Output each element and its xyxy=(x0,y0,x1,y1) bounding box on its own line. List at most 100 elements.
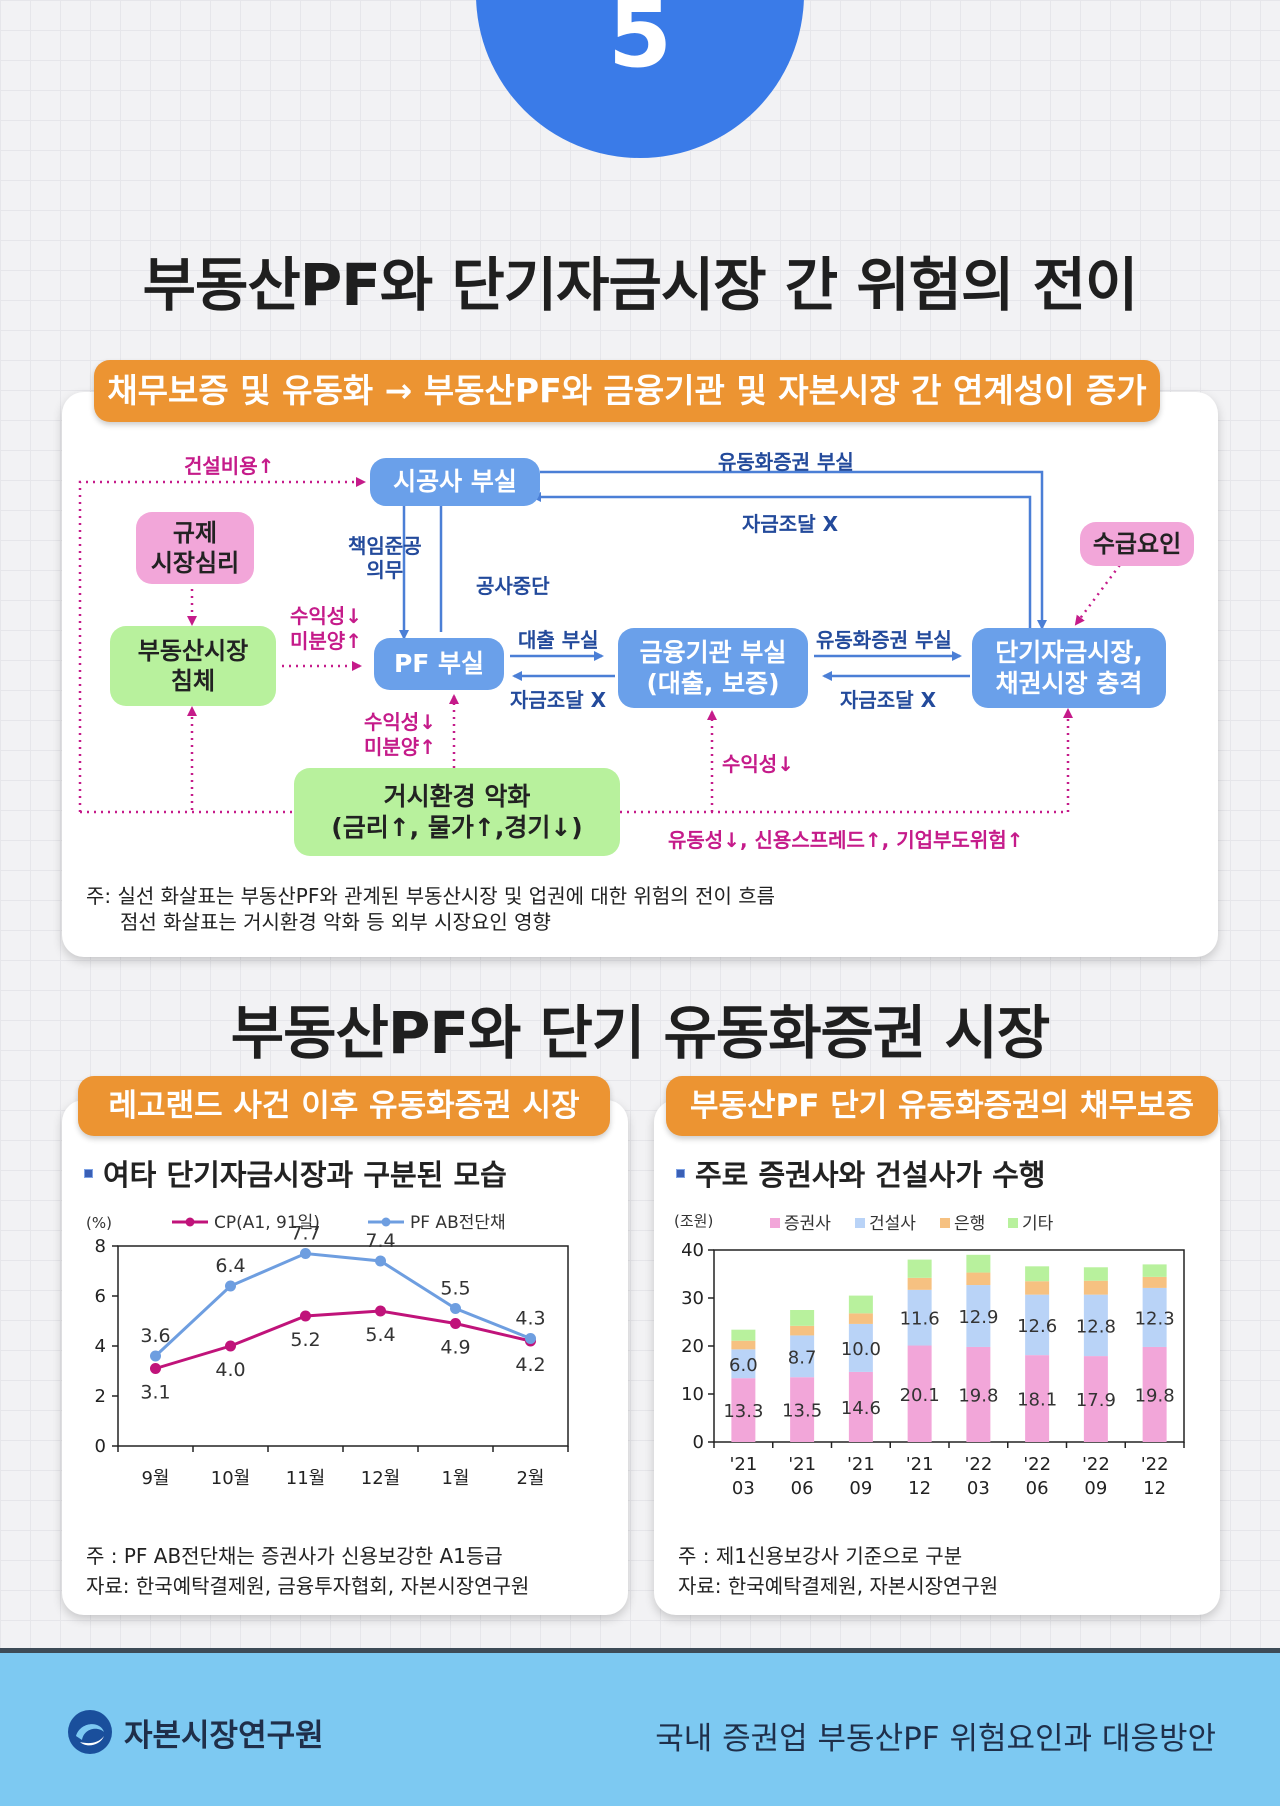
legend-swatch-1 xyxy=(855,1218,865,1228)
bar-data-label: 13.3 xyxy=(723,1401,763,1422)
data-point xyxy=(525,1333,536,1344)
y-tick-label: 20 xyxy=(681,1336,704,1357)
series-line-0 xyxy=(155,1309,531,1370)
bar-segment-0 xyxy=(907,1345,932,1442)
x-tick-label: 10월 xyxy=(211,1468,250,1489)
section2-title: 부동산PF와 단기 유동화증권 시장 xyxy=(230,999,1050,1067)
page-number-badge: 5 xyxy=(476,0,804,158)
diagram-arrows xyxy=(78,462,1130,814)
line-chart-banner: 레고랜드 사건 이후 유동화증권 시장 xyxy=(78,1076,610,1136)
bar-data-label: 12.6 xyxy=(1017,1316,1057,1337)
bar-segment-1 xyxy=(790,1335,815,1378)
page-number: 5 xyxy=(607,0,672,88)
bar-data-label: 11.6 xyxy=(900,1309,940,1330)
data-label: 3.1 xyxy=(140,1382,170,1404)
bar-segment-3 xyxy=(731,1329,756,1341)
data-label: 4.3 xyxy=(515,1308,545,1330)
y-tick-label: 0 xyxy=(693,1432,704,1453)
x-tick-label: '22 xyxy=(1141,1454,1169,1475)
box-macro: 거시환경 악화 (금리↑, 물가↑,경기↓) xyxy=(294,768,620,856)
bar-segment-3 xyxy=(1083,1267,1108,1281)
data-point xyxy=(225,1280,236,1292)
bar-segment-2 xyxy=(731,1340,756,1350)
bar-data-label: 8.7 xyxy=(788,1347,817,1368)
data-point xyxy=(450,1318,461,1329)
bar-chart-note-1: 주 : 제1신용보강사 기준으로 구분 xyxy=(678,1544,963,1568)
bar-segment-2 xyxy=(966,1272,991,1286)
section1-banner: 채무보증 및 유동화 → 부동산PF와 금융기관 및 자본시장 간 연계성이 증… xyxy=(94,360,1160,422)
y-tick-label: 8 xyxy=(95,1236,106,1257)
bar-segment-0 xyxy=(731,1378,756,1442)
label-funding-x-top: 자금조달 X xyxy=(742,512,838,536)
data-label: 4.2 xyxy=(515,1354,545,1376)
bar-segment-2 xyxy=(790,1325,815,1336)
data-label: 7.7 xyxy=(290,1223,320,1245)
data-point xyxy=(150,1350,161,1362)
x-tick-label: '21 xyxy=(847,1454,875,1475)
x-tick-label: 1월 xyxy=(441,1468,469,1489)
bar-segment-3 xyxy=(848,1295,873,1314)
arrow-builder-to-short xyxy=(540,470,1047,630)
x-tick-label: 09 xyxy=(849,1478,872,1499)
label-funding-x-mid: 자금조달 X xyxy=(510,688,606,712)
bar-segment-3 xyxy=(907,1259,932,1278)
data-point xyxy=(450,1303,461,1314)
diagram-card: 시공사 부실 규제 시장심리 부동산시장 침체 PF 부실 금융기관 부실 (대… xyxy=(62,392,1218,957)
bar-segment-2 xyxy=(848,1313,873,1324)
legend-swatch-3 xyxy=(1008,1218,1018,1228)
label-construction-cost: 건설비용↑ xyxy=(184,454,275,478)
bar-chart-ylabel: (조원) xyxy=(674,1212,713,1230)
line-chart-frame xyxy=(117,1245,569,1447)
bar-segment-2 xyxy=(1025,1281,1050,1295)
bar-data-label: 13.5 xyxy=(782,1401,822,1422)
y-tick-label: 10 xyxy=(681,1384,704,1405)
line-chart-note-2: 자료: 한국예탁결제원, 금융투자협회, 자본시장연구원 xyxy=(86,1574,530,1598)
legend-label-2: 은행 xyxy=(954,1214,985,1234)
bar-chart-card: 주로 증권사와 건설사가 수행 (조원) 증권사 건설사 은행 기타 0 10 20 30 40 '… xyxy=(654,1100,1220,1615)
x-tick-label: 12 xyxy=(1143,1478,1166,1499)
x-tick-label: 06 xyxy=(1026,1478,1049,1499)
x-tick-label: 9월 xyxy=(141,1468,169,1489)
bar-segment-1 xyxy=(966,1285,991,1347)
bar-chart-banner: 부동산PF 단기 유동화증권의 채무보증 xyxy=(666,1076,1218,1136)
bar-segment-2 xyxy=(1142,1276,1167,1288)
label-loan-default: 대출 부실 xyxy=(518,628,599,652)
bar-data-label: 12.3 xyxy=(1135,1308,1175,1329)
bar-segment-0 xyxy=(790,1377,815,1442)
legend-label-1: PF AB전단채 xyxy=(410,1213,506,1233)
data-label: 5.5 xyxy=(440,1278,470,1300)
x-tick-label: 11월 xyxy=(286,1468,325,1489)
bar-segment-1 xyxy=(1083,1294,1108,1357)
line-chart-ylabel: (%) xyxy=(86,1214,112,1232)
data-label: 3.6 xyxy=(140,1325,170,1347)
diagram-note-1: 주: 실선 화살표는 부동산PF와 관계된 부동산시장 및 업권에 대한 위험의… xyxy=(86,884,776,908)
line-chart-note-1: 주 : PF AB전단채는 증권사가 신용보강한 A1등급 xyxy=(86,1544,503,1568)
bar-segment-0 xyxy=(1025,1355,1050,1442)
data-point xyxy=(150,1363,161,1374)
bar-segment-1 xyxy=(1025,1294,1050,1356)
x-tick-label: 03 xyxy=(967,1478,990,1499)
label-abs-default-top: 유동화증권 부실 xyxy=(718,450,854,474)
data-label: 5.2 xyxy=(290,1329,320,1351)
bar-segment-0 xyxy=(966,1346,991,1442)
box-supply-demand: 수급요인 xyxy=(1080,522,1194,566)
arrow-short-to-builder xyxy=(531,492,1032,632)
data-point xyxy=(300,1248,311,1259)
label-abs-default-mid: 유동화증권 부실 xyxy=(816,628,952,652)
bar-chart: (조원) 증권사 건설사 은행 기타 0 10 20 30 40 '21 03 13.3 6.0 '21 06… xyxy=(674,1212,1185,1499)
box-financial: 금융기관 부실 (대출, 보증) xyxy=(618,628,808,708)
x-tick-label: 09 xyxy=(1084,1478,1107,1499)
data-label: 4.9 xyxy=(440,1337,470,1359)
x-tick-label: 2월 xyxy=(516,1468,544,1489)
bar-segment-0 xyxy=(1083,1356,1108,1442)
x-tick-label: '22 xyxy=(1023,1454,1051,1475)
label-profitability: 수익성↓ xyxy=(722,752,794,776)
y-tick-label: 4 xyxy=(95,1336,106,1357)
box-regulation: 규제 시장심리 xyxy=(136,512,254,584)
data-point xyxy=(300,1310,311,1322)
bar-segment-3 xyxy=(1142,1264,1167,1277)
label-profit-unsold-1: 수익성↓ 미분양↑ xyxy=(290,604,362,653)
x-tick-label: 03 xyxy=(732,1478,755,1499)
bar-data-label: 20.1 xyxy=(900,1385,940,1406)
x-tick-label: 06 xyxy=(791,1478,814,1499)
